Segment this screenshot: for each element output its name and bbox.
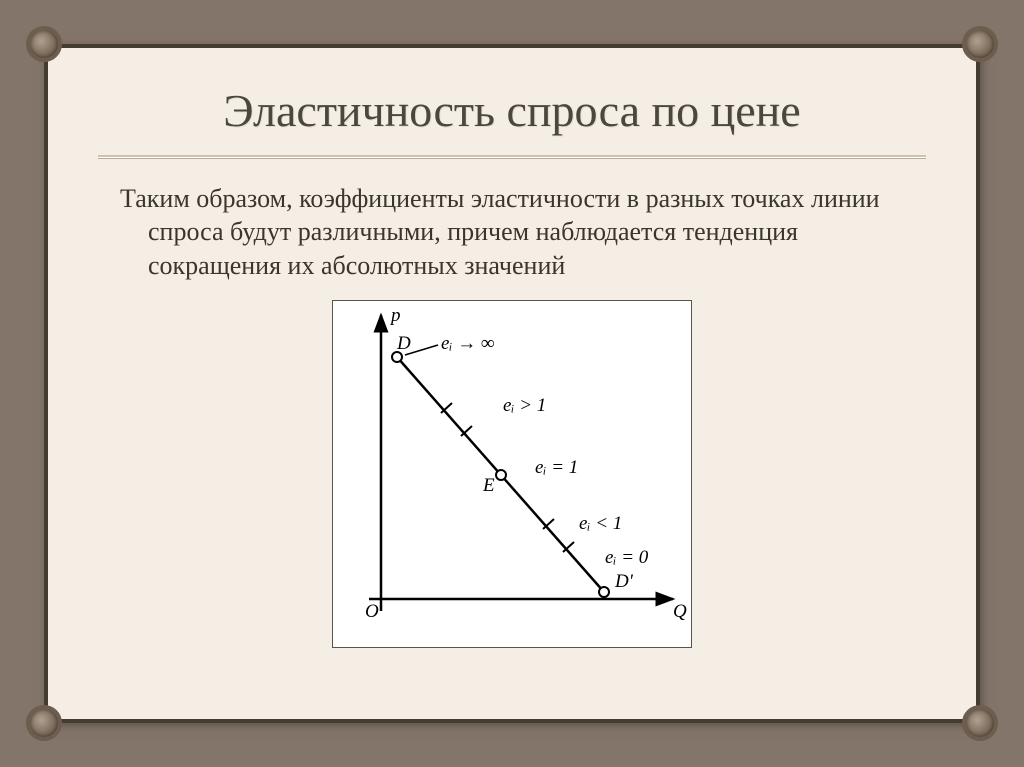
y-axis-label: p	[389, 305, 401, 326]
slide-title: Эластичность спроса по цене	[92, 84, 932, 137]
annot-infinity: eᵢ → ∞	[441, 333, 494, 354]
chart-svg: p Q O D E D' eᵢ → ∞ eᵢ > 1 eᵢ = 1 eᵢ < 1…	[333, 301, 691, 647]
annot-gt1: eᵢ > 1	[503, 395, 546, 416]
slide-frame: Эластичность спроса по цене Таким образо…	[32, 32, 992, 735]
annot-eq1: eᵢ = 1	[535, 457, 578, 478]
title-divider	[98, 155, 926, 158]
chart-container: p Q O D E D' eᵢ → ∞ eᵢ > 1 eᵢ = 1 eᵢ < 1…	[92, 300, 932, 648]
corner-ornament	[962, 705, 998, 741]
point-e	[496, 470, 506, 480]
point-d-prime	[599, 587, 609, 597]
label-e: E	[482, 475, 495, 496]
x-axis-label: Q	[673, 601, 687, 622]
slide: Эластичность спроса по цене Таким образо…	[48, 48, 976, 719]
corner-ornament	[962, 26, 998, 62]
slide-body: Таким образом, коэффициенты эластичности…	[92, 182, 932, 282]
elasticity-chart: p Q O D E D' eᵢ → ∞ eᵢ > 1 eᵢ = 1 eᵢ < 1…	[332, 300, 692, 648]
annot-lt1: eᵢ < 1	[579, 513, 622, 534]
origin-label: O	[365, 601, 379, 622]
corner-ornament	[26, 26, 62, 62]
annot-eq0: eᵢ = 0	[605, 547, 649, 568]
label-d-prime: D'	[614, 571, 634, 592]
corner-ornament	[26, 705, 62, 741]
label-d: D	[396, 333, 411, 354]
